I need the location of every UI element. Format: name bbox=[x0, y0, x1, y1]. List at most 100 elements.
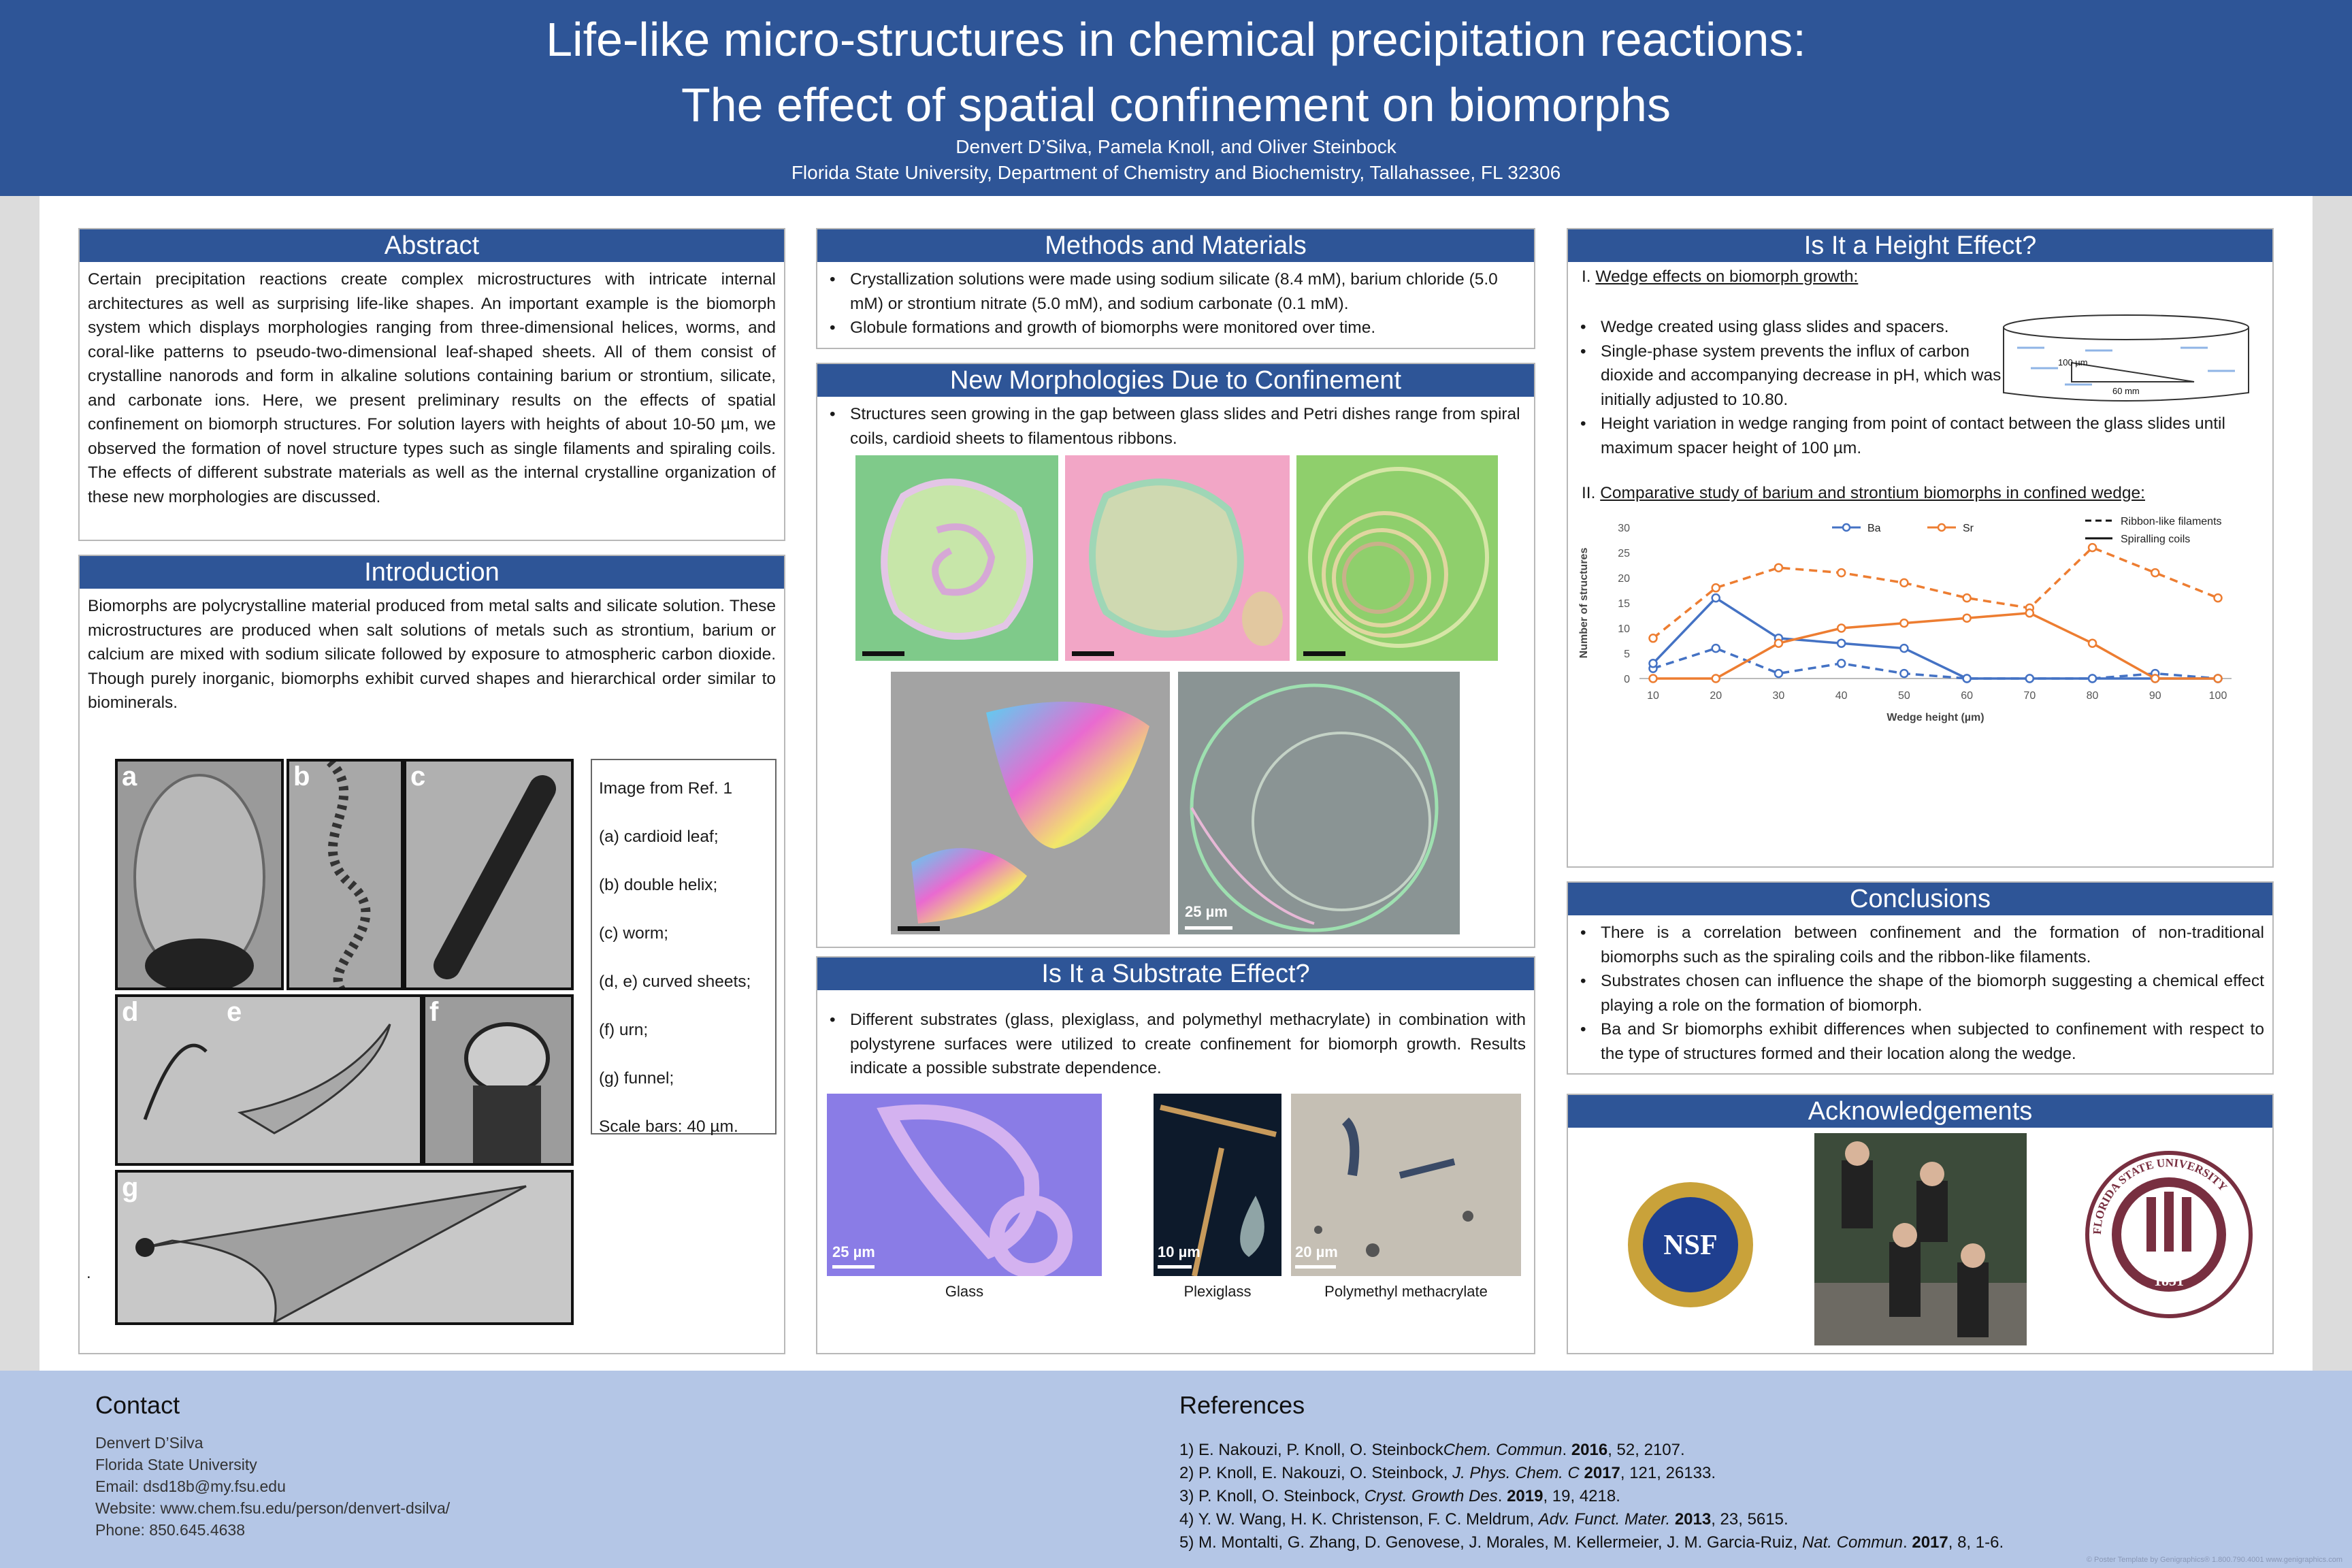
height-bullet-3: Height variation in wedge ranging from p… bbox=[1576, 412, 2264, 460]
x-tick-label: 80 bbox=[2087, 690, 2099, 702]
micrograph-spiral-sheet-green bbox=[855, 455, 1058, 661]
reference-item: 4) Y. W. Wang, H. K. Christenson, F. C. … bbox=[1179, 1510, 1788, 1529]
legend-series-label: Sr bbox=[1963, 523, 1974, 534]
figure-g-funnel: g bbox=[115, 1170, 574, 1325]
data-point-sr bbox=[2213, 593, 2223, 603]
data-point-sr bbox=[2087, 542, 2097, 553]
contact-website[interactable]: Website: www.chem.fsu.edu/person/denvert… bbox=[95, 1499, 451, 1517]
template-credit: © Poster Template by Genigraphics® 1.800… bbox=[2086, 1556, 2342, 1564]
caption-glass: Glass bbox=[945, 1283, 984, 1300]
references-title: References bbox=[1179, 1391, 1305, 1419]
data-point-ba bbox=[1962, 674, 1972, 683]
authors: Denvert D’Silva, Pamela Knoll, and Olive… bbox=[956, 136, 1396, 157]
data-point-sr bbox=[2213, 674, 2223, 683]
legend-style-coil: Spiralling coils bbox=[2121, 534, 2190, 545]
figure-letter-g: g bbox=[122, 1173, 139, 1203]
x-tick-label: 70 bbox=[2023, 690, 2036, 702]
figure-c-worm: c bbox=[404, 759, 574, 990]
data-point-ba bbox=[1711, 593, 1720, 603]
micrograph-cardioid-rainbow bbox=[891, 672, 1170, 934]
legend-line-4: (c) worm; bbox=[599, 924, 669, 943]
x-tick-label: 40 bbox=[1835, 690, 1848, 702]
y-axis-title: Number of structures bbox=[1578, 548, 1590, 659]
substrate-plexiglass-micrograph: 10 µm bbox=[1154, 1094, 1281, 1276]
biomorph-line-chart: 0 5 10 15 20 25 30 10 20 30 40 50 60 70 80 90 100 Wedge h… bbox=[1578, 516, 2232, 723]
contact-phone: Phone: 850.645.4638 bbox=[95, 1521, 245, 1539]
introduction-panel: Introduction Biomorphs are polycrystalli… bbox=[78, 555, 785, 1354]
data-point-sr bbox=[1711, 674, 1720, 683]
y-tick-label: 15 bbox=[1618, 598, 1630, 610]
data-point-ba bbox=[1774, 668, 1784, 679]
scale-label-glass: 25 µm bbox=[832, 1243, 875, 1260]
x-tick-label: 50 bbox=[1898, 690, 1910, 702]
substrate-bullets: Different substrates (glass, plexiglass,… bbox=[817, 990, 1534, 1081]
contact-university: Florida State University bbox=[95, 1456, 257, 1473]
data-point-ba bbox=[1836, 638, 1846, 648]
data-point-ba bbox=[1899, 643, 1909, 653]
x-tick-label: 20 bbox=[1710, 690, 1722, 702]
data-point-sr bbox=[1836, 623, 1846, 633]
height-bullet-2: Single-phase system prevents the influx … bbox=[1576, 340, 2012, 412]
micrograph-spiral-coil-green bbox=[1296, 455, 1498, 661]
contact-email[interactable]: Email: dsd18b@my.fsu.edu bbox=[95, 1477, 286, 1495]
pmma-art bbox=[1314, 1117, 1473, 1257]
legend-marker bbox=[1937, 523, 1946, 532]
scale-bar bbox=[1072, 651, 1114, 656]
methods-bullet-1: Crystallization solutions were made usin… bbox=[826, 267, 1526, 316]
scale-bar bbox=[862, 651, 904, 656]
data-point-sr bbox=[2025, 608, 2035, 618]
micrograph-2-art bbox=[1089, 478, 1283, 646]
affiliation: Florida State University, Department of … bbox=[791, 162, 1561, 183]
conclusions-title: Conclusions bbox=[1568, 883, 2272, 915]
scale-bar bbox=[898, 926, 940, 931]
scale-bar bbox=[1295, 1265, 1336, 1269]
y-tick-label: 25 bbox=[1618, 548, 1630, 559]
scale-bar bbox=[1158, 1265, 1192, 1269]
micrograph-5-art bbox=[1190, 683, 1439, 932]
data-point-ba bbox=[2025, 674, 2035, 683]
legend-series-label: Ba bbox=[1867, 523, 1881, 534]
data-point-sr bbox=[1711, 583, 1720, 593]
fsu-seal: 1851 FLORIDA STATE UNIVERSITY bbox=[2085, 1151, 2253, 1318]
legend-marker bbox=[1842, 523, 1851, 532]
height-subheading-2: II. Comparative study of barium and stro… bbox=[1582, 484, 2145, 503]
acknowledgements-panel: Acknowledgements NSF 1851 FLORIDA STATE … bbox=[1567, 1094, 2274, 1354]
scale-label-plexiglass: 10 µm bbox=[1158, 1243, 1200, 1260]
series-line-ba-coil bbox=[1652, 596, 2218, 680]
figure-de-art bbox=[143, 1024, 391, 1134]
title-line-2: The effect of spatial confinement on bio… bbox=[681, 78, 1671, 131]
y-tick-label: 0 bbox=[1624, 674, 1630, 685]
x-axis-title: Wedge height (µm) bbox=[1886, 712, 1984, 723]
methods-bullets: Crystallization solutions were made usin… bbox=[817, 262, 1534, 340]
height-panel: Is It a Height Effect? I. Wedge effects … bbox=[1567, 228, 2274, 868]
figure-letter-f: f bbox=[429, 997, 439, 1027]
methods-title: Methods and Materials bbox=[817, 229, 1534, 262]
y-tick-label: 5 bbox=[1624, 649, 1630, 660]
legend-line-8: Scale bars: 40 µm. bbox=[599, 1117, 738, 1136]
figure-f-urn: f bbox=[423, 994, 574, 1166]
figure-b-art bbox=[326, 762, 371, 987]
height-bullet-1: Wedge created using glass slides and spa… bbox=[1576, 315, 2012, 340]
y-tick-label: 20 bbox=[1618, 573, 1630, 585]
data-point-sr bbox=[1962, 593, 1972, 603]
methods-bullet-2: Globule formations and growth of biomorp… bbox=[826, 316, 1526, 340]
title-line-1: Life-like micro-structures in chemical p… bbox=[546, 13, 1806, 66]
data-point-sr bbox=[2151, 568, 2160, 578]
scale-label: 25 µm bbox=[1185, 903, 1228, 920]
sub2-num: II. bbox=[1582, 484, 1596, 502]
reference-item: 5) M. Montalti, G. Zhang, D. Genovese, J… bbox=[1179, 1533, 2004, 1552]
x-tick-label: 10 bbox=[1647, 690, 1659, 702]
substrate-glass-micrograph: 25 µm bbox=[827, 1094, 1102, 1276]
data-point-sr bbox=[1648, 634, 1658, 643]
sub1-text: Wedge effects on biomorph growth: bbox=[1595, 267, 1859, 286]
conclusions-panel: Conclusions There is a correlation betwe… bbox=[1567, 881, 2274, 1075]
sub2-text: Comparative study of barium and strontiu… bbox=[1600, 484, 2145, 502]
substrate-pmma-micrograph: 20 µm bbox=[1291, 1094, 1521, 1276]
caption-plexiglass: Plexiglass bbox=[1183, 1283, 1252, 1300]
conclusions-bullets: There is a correlation between confineme… bbox=[1568, 915, 2272, 1066]
legend-line-2: (a) cardioid leaf; bbox=[599, 828, 719, 846]
data-point-sr bbox=[2151, 674, 2160, 683]
legend-line-5: (d, e) curved sheets; bbox=[599, 973, 751, 991]
caption-pmma: Polymethyl methacrylate bbox=[1324, 1283, 1488, 1300]
data-point-sr bbox=[1836, 568, 1846, 578]
